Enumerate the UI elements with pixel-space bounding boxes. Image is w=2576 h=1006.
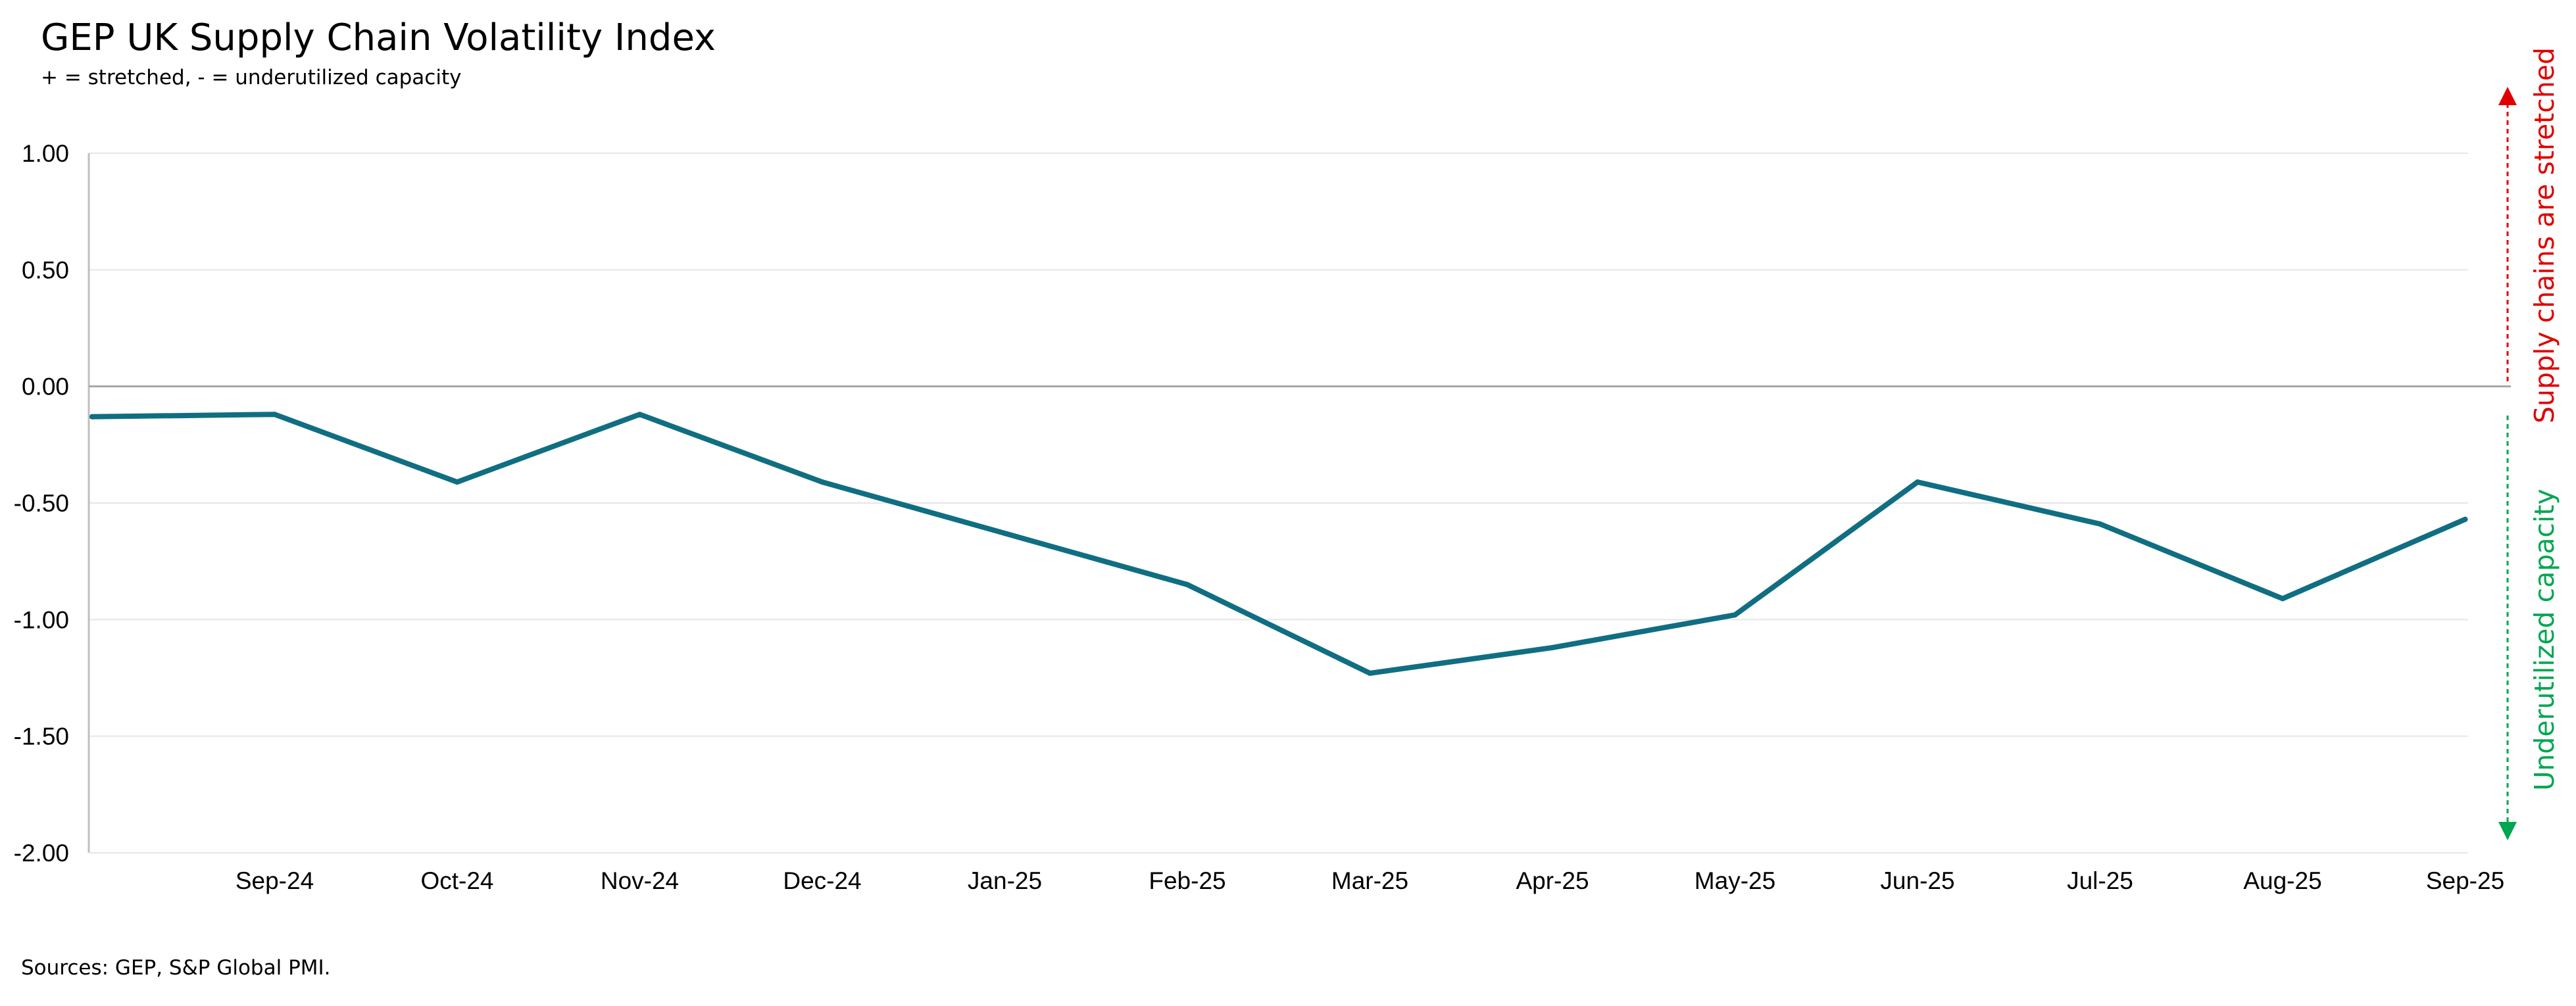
data-point [1550,644,1555,650]
data-point [272,412,278,418]
source-note: Sources: GEP, S&P Global PMI. [21,956,331,980]
data-point [1732,612,1738,618]
x-tick-label: Jun-25 [1880,867,1954,894]
x-tick-label: Feb-25 [1149,867,1226,894]
data-point [1915,479,1920,485]
data-point [820,479,825,485]
underutilized-label: Underutilized capacity [2529,489,2560,790]
x-tick-label: Apr-25 [1516,867,1589,894]
data-point [2462,516,2468,522]
data-point [1185,582,1190,588]
x-tick-label: Jan-25 [968,867,1042,894]
chart-subtitle: + = stretched, - = underutilized capacit… [41,66,462,89]
data-point [2280,596,2285,602]
x-tick-label: Sep-24 [235,867,314,894]
data-point [1002,531,1008,537]
x-tick-label: Aug-25 [2243,867,2321,894]
y-tick-label: 1.00 [22,140,69,167]
x-axis-ticks: Sep-24 Oct-24 Nov-24 Dec-24 Jan-25 Feb-25 Mar-… [235,867,2504,894]
arrow-up-icon [2498,87,2517,105]
y-tick-label: -0.50 [14,490,69,517]
x-tick-label: May-25 [1695,867,1775,894]
series-line [89,412,2468,676]
y-tick-label: 0.50 [22,256,69,283]
x-tick-label: Oct-24 [420,867,493,894]
data-point [2097,521,2103,527]
data-point [89,414,95,419]
x-tick-label: Sep-25 [2426,867,2504,894]
axes [87,153,2511,853]
stretched-label: Supply chains are stretched [2529,47,2560,423]
y-tick-label: -1.00 [14,606,69,633]
data-point [1367,670,1373,676]
y-tick-label: 0.00 [22,373,69,400]
y-axis-ticks: 1.00 0.50 0.00 -0.50 -1.00 -1.50 -2.00 [14,140,69,867]
x-tick-label: Dec-24 [783,867,861,894]
x-tick-label: Nov-24 [601,867,679,894]
data-point [455,479,460,485]
gridlines [89,153,2468,853]
y-tick-label: -2.00 [14,840,69,867]
y-tick-label: -1.50 [14,723,69,750]
series [89,412,2468,676]
chart-title: GEP UK Supply Chain Volatility Index [41,16,716,59]
arrow-down-icon [2498,822,2517,840]
x-tick-label: Jul-25 [2067,867,2133,894]
side-annotations: Supply chains are stretched Underutilized… [2498,47,2560,840]
data-point [637,412,643,418]
x-tick-label: Mar-25 [1331,867,1408,894]
